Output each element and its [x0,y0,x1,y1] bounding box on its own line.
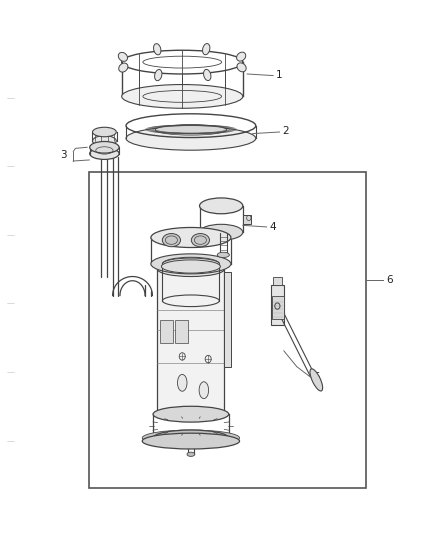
Ellipse shape [200,224,243,240]
Ellipse shape [92,136,117,146]
Ellipse shape [118,52,127,61]
Ellipse shape [200,198,243,214]
Bar [243,215,251,224]
Ellipse shape [151,228,231,247]
Text: 1: 1 [276,69,283,79]
Text: 3: 3 [60,150,67,160]
Ellipse shape [162,258,219,270]
Ellipse shape [90,148,119,159]
Ellipse shape [142,430,240,446]
Bar [273,277,282,285]
Ellipse shape [161,260,220,273]
Ellipse shape [122,85,243,108]
Ellipse shape [155,125,226,135]
Ellipse shape [204,69,211,80]
Bar [271,285,284,325]
Ellipse shape [199,382,208,399]
Ellipse shape [157,262,224,277]
Text: 2: 2 [283,126,289,136]
Ellipse shape [177,374,187,391]
Ellipse shape [151,254,231,274]
Ellipse shape [92,127,117,137]
Ellipse shape [126,126,256,150]
Bar [89,172,366,488]
Ellipse shape [191,233,209,247]
Bar [159,319,173,343]
Bar [224,272,231,367]
Text: 6: 6 [386,274,392,285]
Ellipse shape [142,433,240,449]
Text: 5: 5 [313,372,320,382]
Bar [175,319,187,343]
Text: 4: 4 [270,222,276,232]
Ellipse shape [187,452,195,456]
Ellipse shape [154,44,161,55]
Ellipse shape [237,52,246,61]
Ellipse shape [90,141,119,153]
Bar [157,269,224,414]
Ellipse shape [202,44,210,55]
Ellipse shape [237,63,246,72]
Ellipse shape [310,369,323,391]
Ellipse shape [119,63,128,72]
Ellipse shape [162,233,180,247]
Bar [272,295,284,319]
Ellipse shape [162,257,219,270]
Ellipse shape [153,406,229,422]
Ellipse shape [217,252,230,257]
Ellipse shape [155,69,162,80]
Ellipse shape [153,430,229,446]
